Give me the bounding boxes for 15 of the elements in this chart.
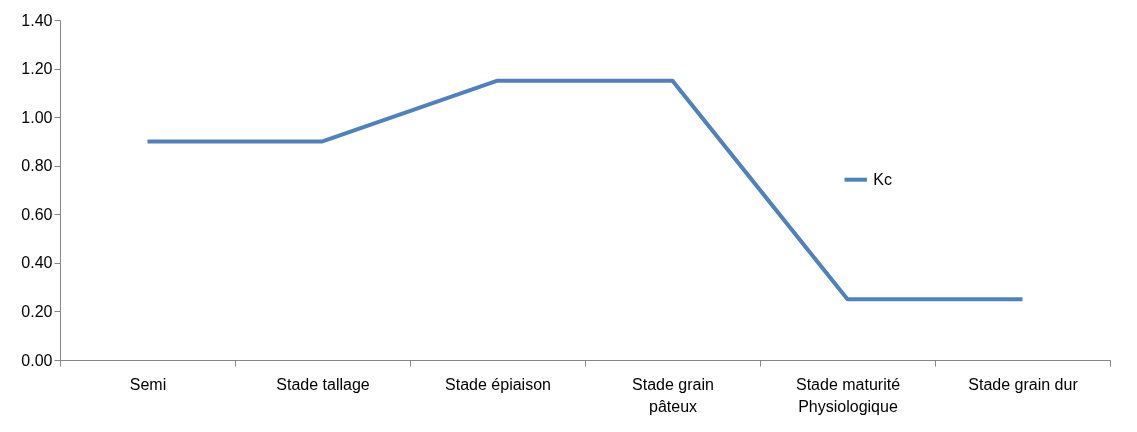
y-tick-label: 0.40 [21,254,53,272]
x-tick-label: Stade épiaison [445,375,551,393]
y-tick-label: 1.00 [21,108,53,126]
x-tick-label: Stade grain dur [968,375,1079,393]
y-tick-label: 1.20 [21,60,53,78]
x-tick-label: Stade maturité Physiologique [795,375,901,415]
y-tick-label: 0.80 [21,157,53,175]
legend-label: Kc [873,170,892,188]
x-tick-label: Stade grain pâteux [632,375,714,415]
y-tick-label: 1.40 [21,11,53,29]
x-tick-label: Stade tallage [276,375,370,393]
y-tick-label: 0.20 [21,302,53,320]
y-tick-label: 0.60 [21,205,53,223]
x-tick-label: Semi [129,375,167,393]
y-tick-label: 0.00 [21,351,53,369]
